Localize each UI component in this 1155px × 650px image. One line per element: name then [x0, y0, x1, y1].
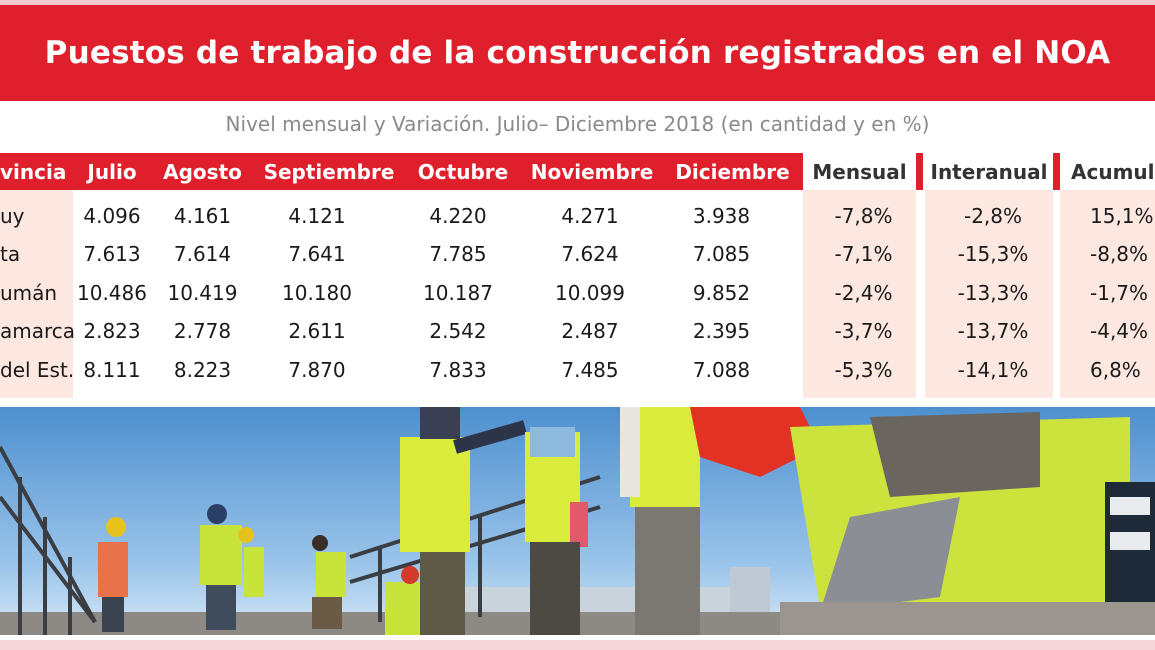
header-divider	[916, 153, 923, 190]
table-cell: 6,8%	[1090, 357, 1141, 382]
table-cell: 2.542	[429, 318, 487, 343]
table-cell: 3.938	[692, 203, 751, 228]
table-cell: 10.486	[77, 280, 147, 305]
column-header: Noviembre	[522, 153, 662, 190]
table-cell: 7.085	[692, 241, 751, 266]
table-cell: 15,1%	[1090, 203, 1154, 228]
column-4: Octubre 4.220 7.785 10.187 2.542 7.833	[404, 153, 522, 398]
column-header: Mensual	[803, 153, 916, 190]
table-cell: -7,1%	[834, 241, 893, 266]
column-body: 4.220 7.785 10.187 2.542 7.833	[404, 190, 522, 398]
table-cell: 7.641	[288, 241, 346, 266]
table-cell: 7.485	[561, 357, 619, 382]
top-accent-line	[0, 0, 1155, 5]
column-8: Interanual -2,8% -15,3% -13,3% -13,7% -14,1%	[925, 153, 1060, 398]
bottom-accent-line	[0, 640, 1155, 650]
column-2: Agosto 4.161 7.614 10.419 2.778 8.223	[151, 153, 254, 398]
row-label: ta	[0, 241, 21, 266]
table-cell: 4.096	[83, 203, 141, 228]
column-header: Septiembre	[254, 153, 404, 190]
table-cell: -13,3%	[957, 280, 1029, 305]
row-label: uy	[0, 203, 25, 228]
table-cell: -13,7%	[957, 318, 1029, 343]
column-body: 4.121 7.641 10.180 2.611 7.870	[254, 190, 404, 398]
table-cell: -5,3%	[834, 357, 893, 382]
table-cell: 10.180	[282, 280, 352, 305]
table-cell: 4.161	[173, 203, 232, 228]
column-9: Acumula 15,1% -8,8% -1,7% -4,4% 6,8%	[1060, 153, 1155, 398]
column-header: Diciembre	[662, 153, 803, 190]
column-body: uy ta umán amarca del Est.	[0, 190, 76, 398]
column-body: 3.938 7.085 9.852 2.395 7.088	[662, 190, 803, 398]
title-banner: Puestos de trabajo de la construcción re…	[0, 5, 1155, 101]
table-cell: 4.121	[288, 203, 346, 228]
column-body: 4.161 7.614 10.419 2.778 8.223	[151, 190, 254, 398]
table-cell: 2.487	[561, 318, 619, 343]
table-cell: 4.271	[561, 203, 619, 228]
row-label: umán	[0, 280, 58, 305]
table-cell: -14,1%	[957, 357, 1029, 382]
table-cell: 4.220	[429, 203, 487, 228]
column-header: Julio	[73, 153, 151, 190]
table-cell: -7,8%	[834, 203, 893, 228]
chart-subtitle: Nivel mensual y Variación. Julio– Diciem…	[225, 112, 930, 136]
table-cell: 2.395	[692, 318, 751, 343]
table-cell: -1,7%	[1090, 280, 1149, 305]
table-cell: 7.614	[173, 241, 232, 266]
column-7: Mensual -7,8% -7,1% -2,4% -3,7% -5,3%	[803, 153, 923, 398]
column-body: -2,8% -15,3% -13,3% -13,7% -14,1%	[925, 190, 1053, 398]
column-body: 4.096 7.613 10.486 2.823 8.111	[73, 190, 151, 398]
table-cell: 8.111	[83, 357, 141, 382]
column-5: Noviembre 4.271 7.624 10.099 2.487 7.485	[522, 153, 662, 398]
table-cell: 2.611	[288, 318, 346, 343]
table-cell: 7.870	[288, 357, 346, 382]
column-1: Julio 4.096 7.613 10.486 2.823 8.111	[73, 153, 151, 398]
column-body: 15,1% -8,8% -1,7% -4,4% 6,8%	[1060, 190, 1155, 398]
column-header: Agosto	[151, 153, 254, 190]
column-header: Acumula	[1060, 153, 1155, 190]
construction-workers-photo	[0, 407, 1155, 635]
column-header: vincia	[0, 153, 73, 190]
table-cell: 10.187	[423, 280, 493, 305]
column-body: 4.271 7.624 10.099 2.487 7.485	[522, 190, 662, 398]
table-cell: 9.852	[692, 280, 751, 305]
table-cell: 7.785	[429, 241, 487, 266]
table-cell: 2.778	[173, 318, 232, 343]
column-header: Octubre	[404, 153, 522, 190]
data-table: vincia uy ta umán amarca del Est. Julio 4.096 7.…	[0, 153, 1155, 398]
table-cell: 2.823	[83, 318, 141, 343]
table-cell: 7.088	[692, 357, 751, 382]
table-cell: 7.833	[429, 357, 487, 382]
column-6: Diciembre 3.938 7.085 9.852 2.395 7.088	[662, 153, 803, 398]
row-label: del Est.	[0, 357, 75, 382]
table-cell: 10.419	[167, 280, 238, 305]
table-cell: -8,8%	[1090, 241, 1149, 266]
row-label: amarca	[0, 318, 76, 343]
table-cell: 7.613	[83, 241, 141, 266]
table-cell: -4,4%	[1090, 318, 1149, 343]
table-cell: -15,3%	[957, 241, 1029, 266]
header-divider	[1053, 153, 1060, 190]
column-body: -7,8% -7,1% -2,4% -3,7% -5,3%	[803, 190, 916, 398]
table-cell: 8.223	[173, 357, 232, 382]
table-cell: -2,4%	[834, 280, 893, 305]
column-3: Septiembre 4.121 7.641 10.180 2.611 7.870	[254, 153, 404, 398]
table-cell: 10.099	[555, 280, 625, 305]
table-cell: -3,7%	[834, 318, 893, 343]
table-cell: -2,8%	[963, 203, 1023, 228]
column-0: vincia uy ta umán amarca del Est.	[0, 153, 76, 398]
table-cell: 7.624	[561, 241, 619, 266]
column-header: Interanual	[925, 153, 1053, 190]
chart-title: Puestos de trabajo de la construcción re…	[44, 35, 1111, 71]
